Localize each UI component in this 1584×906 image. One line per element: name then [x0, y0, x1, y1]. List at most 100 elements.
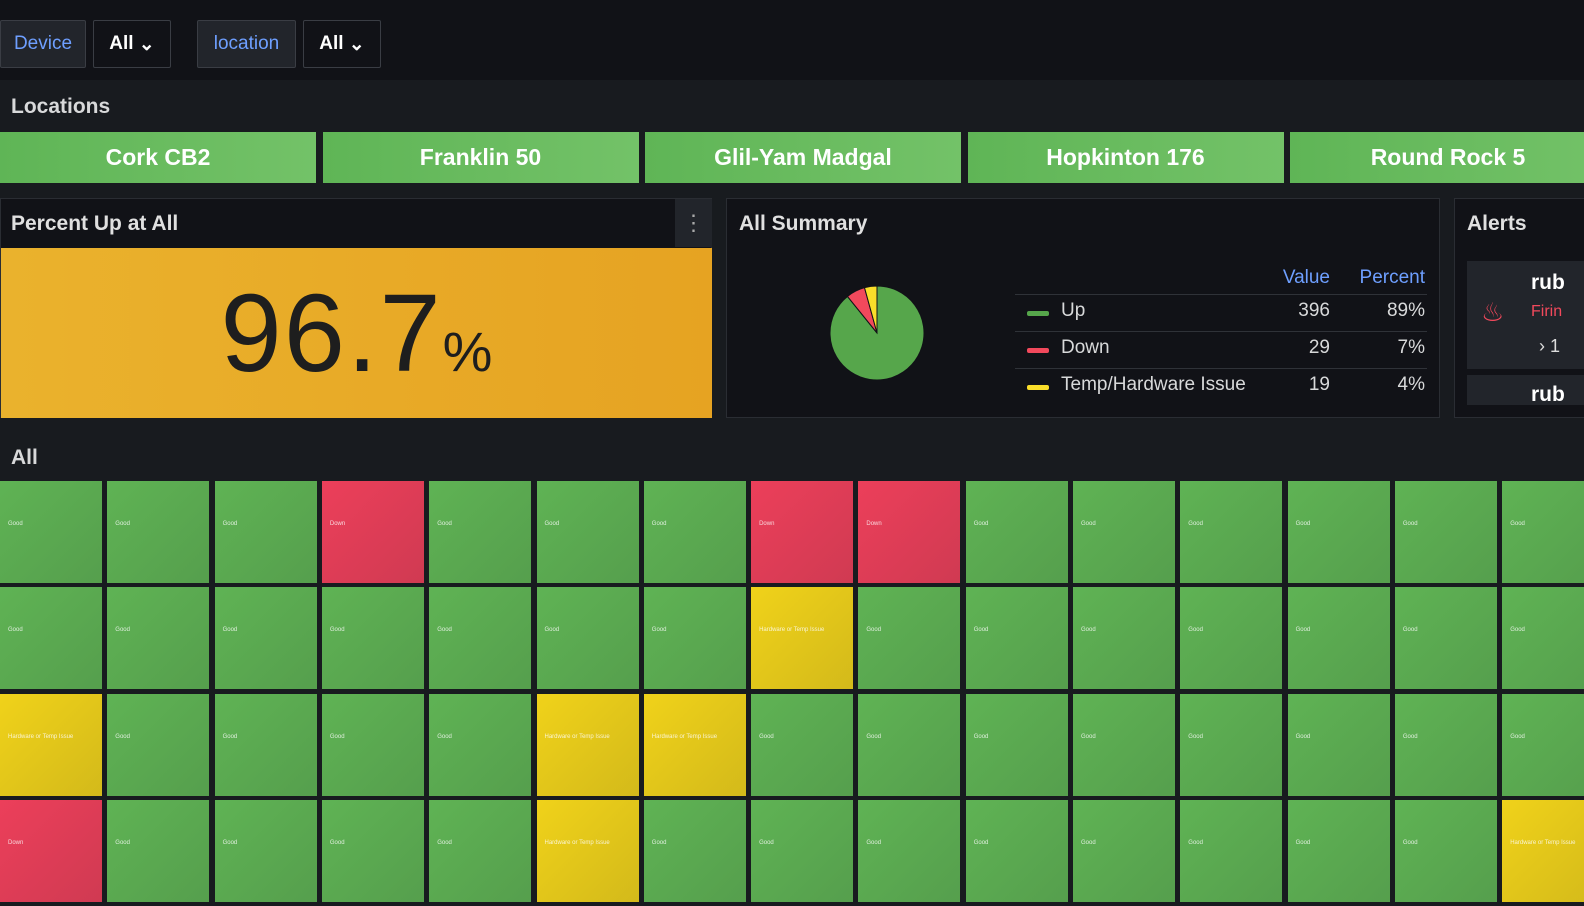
row-title: Locations	[11, 95, 111, 118]
status-tile[interactable]: Good	[107, 693, 210, 796]
status-tile[interactable]: Good	[1502, 587, 1584, 690]
status-tile[interactable]: Good	[536, 587, 639, 690]
status-tile[interactable]: Hardware or Temp Issue	[536, 693, 639, 796]
variable-select[interactable]: All ⌄	[303, 20, 381, 68]
status-tile[interactable]: Good	[965, 693, 1068, 796]
status-tile[interactable]: Good	[1394, 481, 1497, 583]
legend-swatch	[1027, 385, 1049, 390]
status-tile[interactable]: Good	[536, 481, 639, 583]
status-tile[interactable]: Good	[1502, 693, 1584, 796]
stat-panel: Percent Up at All ⋮ 96.7%	[0, 198, 712, 418]
status-tile[interactable]: Down	[321, 481, 424, 583]
status-tile[interactable]: Good	[858, 587, 961, 690]
legend-divider	[1015, 331, 1427, 332]
status-tile[interactable]: Good	[1287, 481, 1390, 583]
status-tile[interactable]: Good	[321, 587, 424, 690]
status-tile[interactable]: Good	[214, 481, 317, 583]
legend-divider	[1015, 368, 1427, 369]
status-tile[interactable]: Good	[321, 799, 424, 902]
status-tile[interactable]: Good	[858, 693, 961, 796]
panel-title: Alerts	[1467, 212, 1527, 235]
status-tile[interactable]: Good	[214, 799, 317, 902]
status-tile[interactable]: Hardware or Temp Issue	[643, 693, 746, 796]
status-tile[interactable]: Good	[1073, 587, 1175, 690]
fire-icon: ♨	[1481, 297, 1505, 327]
status-tile[interactable]: Down	[858, 481, 961, 583]
legend-swatch	[1027, 348, 1049, 353]
status-tile[interactable]: Good	[1073, 693, 1175, 796]
legend-value: 19	[1308, 374, 1330, 395]
location-button[interactable]: Franklin 50	[322, 132, 639, 183]
stat-value-wrap: 96.7%	[1, 270, 712, 397]
status-tile[interactable]: Good	[1180, 799, 1283, 902]
location-button[interactable]: Cork CB2	[0, 132, 316, 183]
status-tile[interactable]: Good	[429, 799, 532, 902]
status-tile[interactable]: Good	[1394, 587, 1497, 690]
panel-title: Percent Up at All	[11, 212, 179, 235]
status-tile[interactable]: Good	[643, 481, 746, 583]
status-tile[interactable]: Down	[0, 799, 102, 902]
alert-count-value: 1	[1550, 336, 1561, 356]
status-tile[interactable]: Good	[429, 481, 532, 583]
status-tile[interactable]: Good	[1287, 693, 1390, 796]
status-tile[interactable]: Down	[751, 481, 854, 583]
legend-value: 396	[1298, 300, 1330, 321]
status-tile[interactable]: Good	[1073, 481, 1175, 583]
status-tile[interactable]: Good	[107, 587, 210, 690]
status-tile[interactable]: Good	[0, 587, 102, 690]
status-tile[interactable]: Good	[214, 693, 317, 796]
variable-label: Device	[0, 20, 86, 68]
location-button[interactable]: Glil-Yam Madgal	[645, 132, 961, 183]
status-tile[interactable]: Good	[751, 693, 854, 796]
location-button[interactable]: Hopkinton 176	[967, 132, 1284, 183]
status-tile[interactable]: Good	[1502, 481, 1584, 583]
location-button[interactable]: Round Rock 5	[1290, 132, 1584, 183]
stat-background: 96.7%	[1, 248, 712, 418]
status-tile[interactable]: Good	[965, 799, 1068, 902]
status-tile[interactable]: Good	[1180, 481, 1283, 583]
stat-value: 96.7	[220, 272, 443, 395]
alert-item[interactable]: rub	[1467, 375, 1584, 405]
panel-title: All Summary	[739, 212, 868, 235]
legend-name: Temp/Hardware Issue	[1061, 374, 1246, 395]
status-tile[interactable]: Good	[107, 799, 210, 902]
alert-count: › 1	[1539, 336, 1561, 356]
status-tile[interactable]: Hardware or Temp Issue	[751, 587, 854, 690]
status-tile[interactable]: Good	[1394, 799, 1497, 902]
status-tile[interactable]: Good	[965, 587, 1068, 690]
status-tile[interactable]: Hardware or Temp Issue	[536, 799, 639, 902]
status-tile[interactable]: Good	[214, 587, 317, 690]
status-tile[interactable]: Good	[751, 799, 854, 902]
status-tile[interactable]: Good	[107, 481, 210, 583]
legend-swatch	[1027, 311, 1049, 316]
menu-button[interactable]: ⋮	[675, 199, 712, 247]
status-tile[interactable]: Hardware or Temp Issue	[0, 693, 102, 796]
status-tile[interactable]: Good	[1287, 587, 1390, 690]
pie-slice	[863, 285, 878, 334]
status-tile[interactable]: Good	[965, 481, 1068, 583]
legend-value: 29	[1308, 337, 1330, 358]
status-tile[interactable]: Good	[858, 799, 961, 902]
alert-item[interactable]: rub ♨ Firin › 1	[1467, 261, 1584, 369]
status-tile[interactable]: Good	[1287, 799, 1390, 902]
alert-name: rub	[1531, 383, 1565, 405]
status-tile[interactable]: Good	[429, 587, 532, 690]
legend-percent: 7%	[1397, 337, 1425, 358]
status-tile[interactable]: Good	[429, 693, 532, 796]
variable-select[interactable]: All ⌄	[93, 20, 171, 68]
status-tile[interactable]: Hardware or Temp Issue	[1502, 799, 1584, 902]
status-tile[interactable]: Good	[643, 799, 746, 902]
select-value: All	[109, 33, 134, 54]
column-header: Percent	[1359, 267, 1425, 288]
status-tile[interactable]: Good	[1180, 693, 1283, 796]
status-tile[interactable]: Good	[643, 587, 746, 690]
variable-label: location	[197, 20, 296, 68]
status-tile[interactable]: Good	[1180, 587, 1283, 690]
status-tile[interactable]: Good	[321, 693, 424, 796]
status-tile[interactable]: Good	[0, 481, 102, 583]
status-tile[interactable]: Good	[1073, 799, 1175, 902]
status-tile[interactable]: Good	[1394, 693, 1497, 796]
legend-divider	[1015, 294, 1427, 295]
row-title: All	[11, 446, 38, 469]
